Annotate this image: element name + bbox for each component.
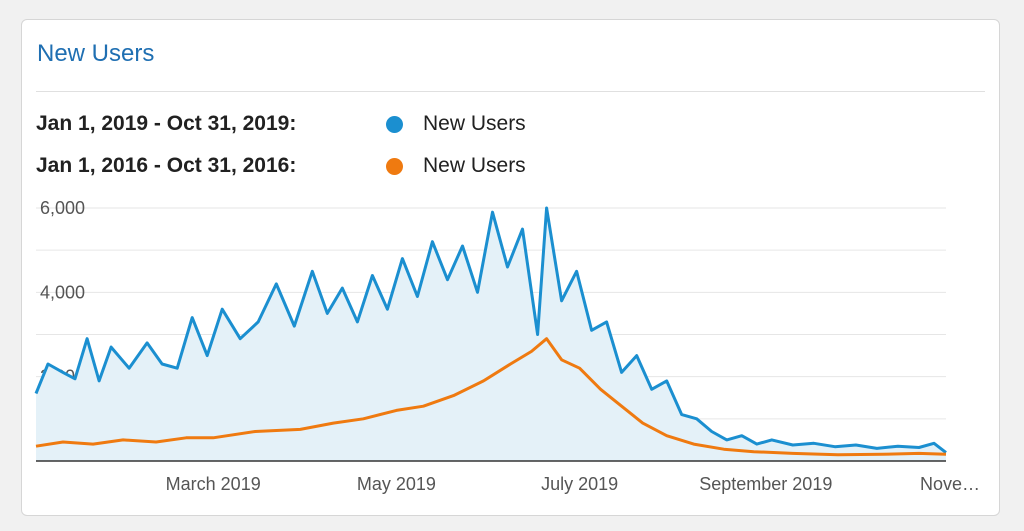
series-line-0 (34, 206, 947, 454)
legend-row-2019: Jan 1, 2019 - Oct 31, 2019: New Users (36, 109, 526, 139)
legend-date-range: Jan 1, 2019 - Oct 31, 2019: (36, 112, 297, 135)
series-line-1 (35, 337, 947, 457)
x-tick-label: May 2019 (357, 474, 436, 494)
y-tick-label: 4,000 (40, 282, 85, 302)
legend-series-label: New Users (423, 112, 526, 135)
y-tick-label: 6,000 (40, 198, 85, 218)
x-tick-label: September 2019 (699, 474, 832, 494)
legend-date-range: Jan 1, 2016 - Oct 31, 2016: (36, 154, 297, 177)
title-divider (36, 91, 985, 92)
legend-dot-icon (386, 115, 403, 133)
x-tick-label: July 2019 (541, 474, 618, 494)
legend-dot-icon (386, 157, 403, 175)
legend-series-label: New Users (423, 154, 526, 177)
new-users-card: New Users Jan 1, 2019 - Oct 31, 2019: Ne… (21, 19, 1000, 516)
series-area-0 (36, 208, 946, 461)
legend-row-2016: Jan 1, 2016 - Oct 31, 2016: New Users (36, 151, 526, 181)
x-tick-label: Nove… (920, 474, 980, 494)
x-tick-label: March 2019 (166, 474, 261, 494)
card-title[interactable]: New Users (37, 40, 155, 67)
